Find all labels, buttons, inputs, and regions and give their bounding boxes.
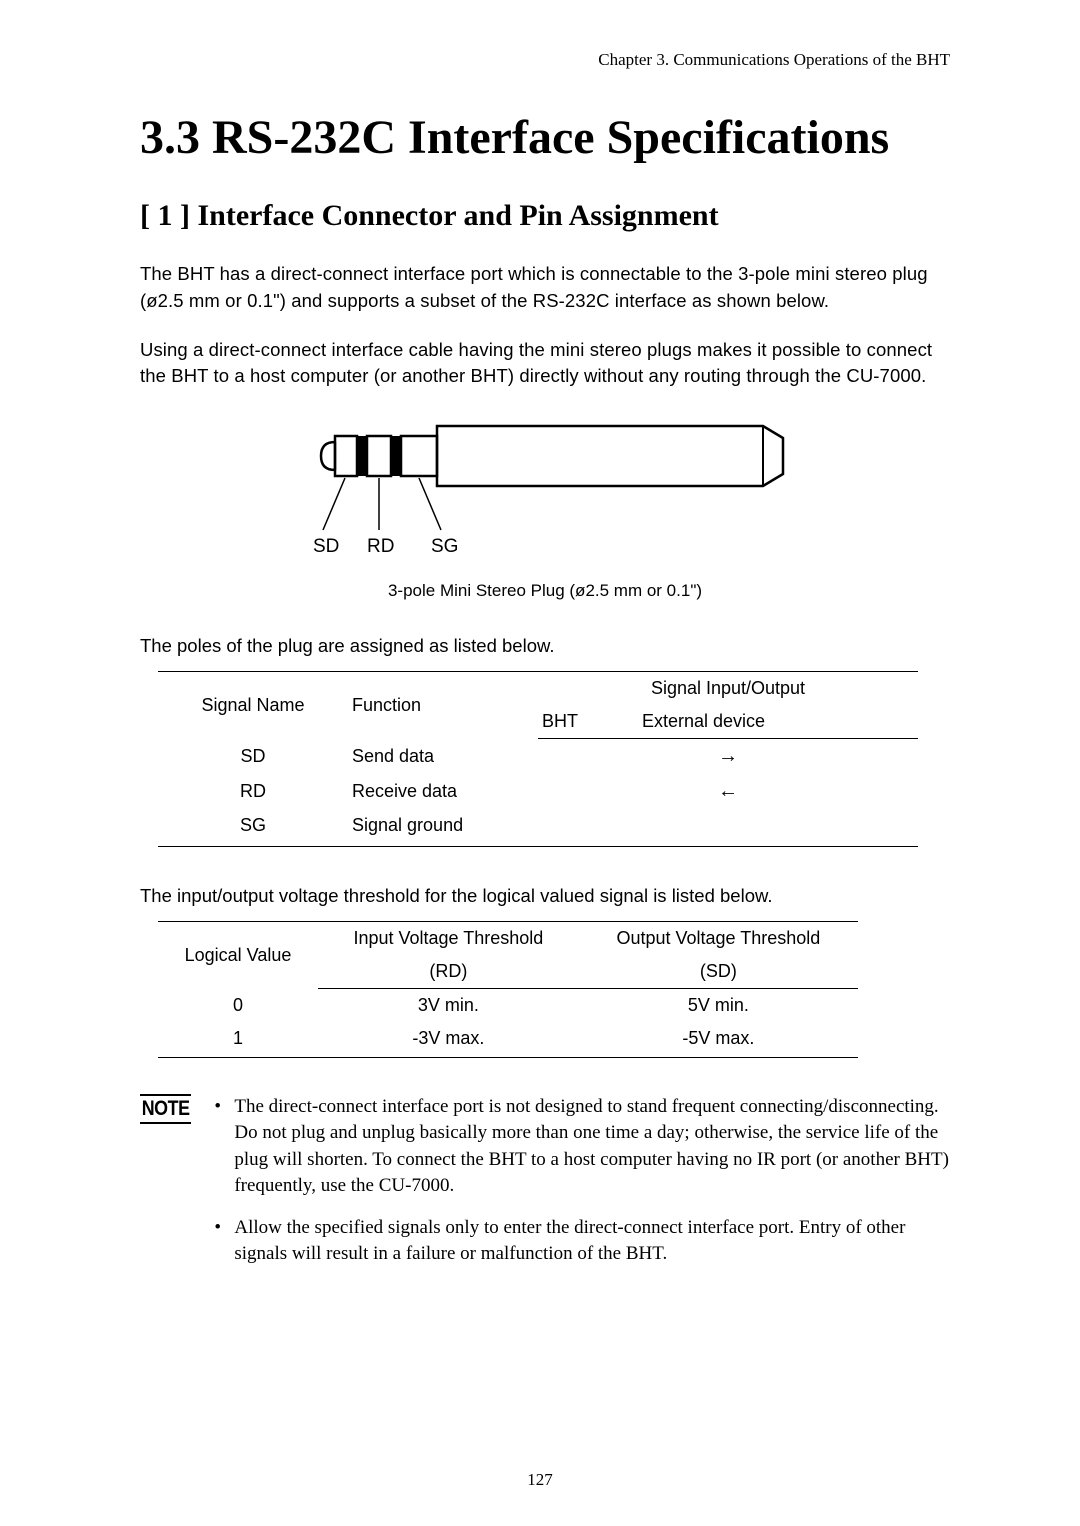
col-io: Signal Input/Output [538, 672, 918, 706]
col-logical-value: Logical Value [158, 922, 318, 989]
note-label: NOTE [140, 1094, 191, 1124]
section-heading: 3.3 RS-232C Interface Specifications [140, 110, 950, 165]
plug-label-sd: SD [313, 536, 339, 557]
col-external: External device [638, 705, 918, 739]
col-output-threshold: Output Voltage Threshold [579, 922, 858, 956]
table-row: SD Send data → [158, 739, 918, 775]
chapter-header: Chapter 3. Communications Operations of … [140, 50, 950, 70]
pin-assignment-table: Signal Name Function Signal Input/Output… [158, 671, 918, 847]
col-input-threshold: Input Voltage Threshold [318, 922, 579, 956]
note-text: Allow the specified signals only to ente… [234, 1215, 950, 1267]
voltage-threshold-table: Logical Value Input Voltage Threshold Ou… [158, 921, 858, 1058]
bullet-icon: • [214, 1215, 224, 1267]
paragraph-intro-1: The BHT has a direct-connect interface p… [140, 261, 950, 315]
table-row: 1 -3V max. -5V max. [158, 1022, 858, 1058]
col-signal-name: Signal Name [158, 672, 348, 739]
note-block: NOTE • The direct-connect interface port… [140, 1094, 950, 1283]
plug-label-rd: RD [367, 536, 394, 557]
bullet-icon: • [214, 1094, 224, 1199]
subsection-heading: [ 1 ] Interface Connector and Pin Assign… [140, 199, 950, 233]
plug-label-sg: SG [431, 536, 458, 557]
note-text: The direct-connect interface port is not… [234, 1094, 950, 1199]
page-number: 127 [0, 1470, 1080, 1490]
stereo-plug-diagram: SD RD SG [140, 412, 950, 567]
note-item: • The direct-connect interface port is n… [214, 1094, 950, 1199]
col-bht: BHT [538, 705, 638, 739]
table-row: 0 3V min. 5V min. [158, 989, 858, 1023]
col-input-sub: (RD) [318, 955, 579, 989]
pin-table-intro: The poles of the plug are assigned as li… [140, 635, 950, 657]
col-output-sub: (SD) [579, 955, 858, 989]
note-item: • Allow the specified signals only to en… [214, 1215, 950, 1267]
voltage-table-intro: The input/output voltage threshold for t… [140, 885, 950, 907]
table-row: RD Receive data ← [158, 774, 918, 809]
paragraph-intro-2: Using a direct-connect interface cable h… [140, 337, 950, 391]
table-row: SG Signal ground [158, 809, 918, 847]
diagram-caption: 3-pole Mini Stereo Plug (ø2.5 mm or 0.1"… [140, 581, 950, 601]
col-function: Function [348, 672, 538, 739]
